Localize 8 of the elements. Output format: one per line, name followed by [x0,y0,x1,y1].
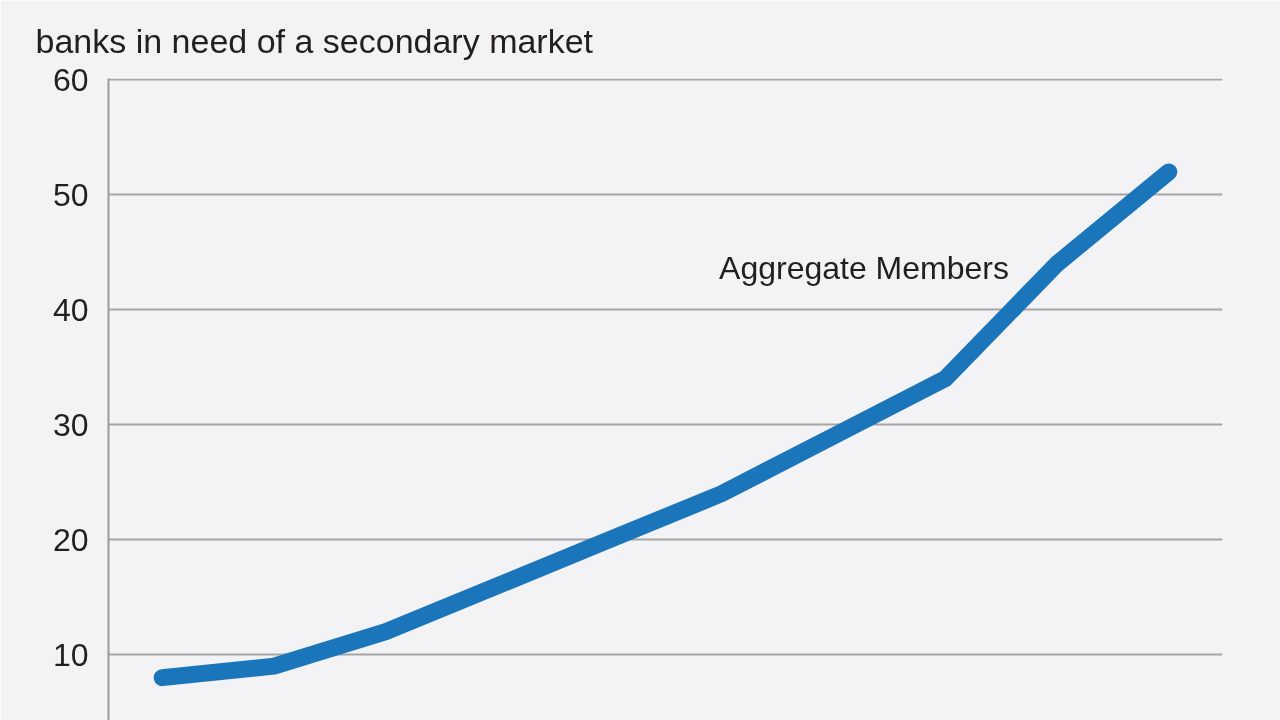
y-tick-label: 30 [52,406,89,443]
chart-title: banks in need of a secondary market [35,21,594,60]
y-tick-label: 60 [52,61,89,98]
y-tick-label: 50 [52,176,89,213]
y-tick-label: 20 [52,521,89,558]
y-tick-label: 10 [52,636,89,673]
y-tick-label: 40 [52,291,89,328]
series-label: Aggregate Members [719,249,1009,286]
